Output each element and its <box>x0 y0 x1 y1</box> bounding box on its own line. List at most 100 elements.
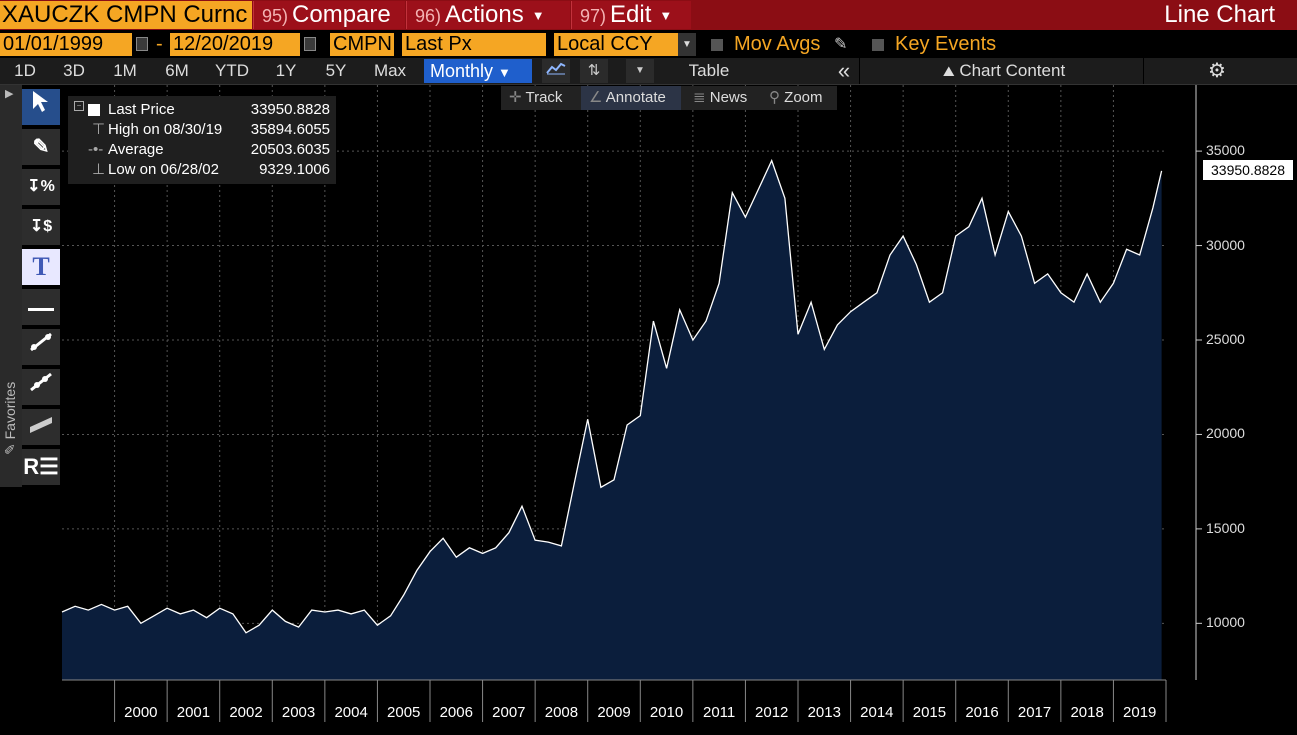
candlestick-icon[interactable]: ⇅ <box>580 59 608 83</box>
favorites-label: ✎ Favorites <box>2 381 18 455</box>
chevron-down-icon[interactable]: ▼ <box>626 59 654 83</box>
x-tick-label: 2010 <box>649 704 684 721</box>
compare-menu-label: Compare <box>292 1 391 28</box>
period-6m[interactable]: 6M <box>165 61 189 80</box>
price-chart[interactable] <box>0 85 1297 735</box>
x-tick-label: 2009 <box>597 704 631 721</box>
legend-average: -•- Average 20503.6035 <box>68 140 336 160</box>
legend-high: ⊤ High on 08/30/19 35894.6055 <box>68 120 336 140</box>
chevron-down-icon: ▼ <box>498 65 511 80</box>
legend-last-price: Last Price 33950.8828 <box>68 100 336 120</box>
horizontal-line-icon[interactable] <box>22 289 60 325</box>
zoom-icon: ⚲ <box>769 89 780 106</box>
x-tick-label: 2016 <box>965 704 999 721</box>
legend-last-value: 33950.8828 <box>250 101 330 118</box>
trend-line-icon[interactable] <box>22 329 60 365</box>
select-arrow-icon[interactable] <box>22 89 60 125</box>
period-max[interactable]: Max <box>373 61 407 80</box>
window-title: Line Chart <box>1164 1 1275 28</box>
price-series-line[interactable] <box>61 158 1163 634</box>
x-tick-label: 2015 <box>912 704 947 721</box>
legend-high-label: High on 08/30/19 <box>108 121 223 138</box>
actions-menu-number: 96) <box>415 6 442 26</box>
frequency-label: Monthly <box>430 61 494 81</box>
start-date-field[interactable]: 01/01/1999 <box>0 33 132 56</box>
price-measure-icon[interactable]: ↧$ <box>22 209 60 245</box>
period-ytd[interactable]: YTD <box>215 61 249 80</box>
chart-content-label: Chart Content <box>959 61 1066 80</box>
regression-icon[interactable]: R☰ <box>22 449 60 485</box>
mov-avgs-checkbox[interactable] <box>711 39 723 51</box>
x-tick-label: 2001 <box>176 704 211 721</box>
news-icon: ≣ <box>693 89 706 106</box>
x-tick-label: 2008 <box>544 704 579 721</box>
legend-last-label: Last Price <box>108 101 175 118</box>
date-range-dash: - <box>156 33 163 55</box>
period-3d[interactable]: 3D <box>63 61 85 80</box>
news-button[interactable]: ≣ News <box>693 86 747 110</box>
key-events-checkbox[interactable] <box>872 39 884 51</box>
x-tick-label: 2006 <box>439 704 473 721</box>
compare-menu[interactable]: 95) Compare <box>253 1 405 29</box>
annotate-label: Annotate <box>605 89 666 106</box>
y-tick-label: 15000 <box>1206 519 1245 536</box>
y-tick-label: 35000 <box>1206 142 1245 159</box>
collapse-legend-icon[interactable]: − <box>74 101 84 111</box>
y-tick-label: 30000 <box>1206 236 1245 253</box>
x-tick-label: 2007 <box>492 704 526 721</box>
period-1y[interactable]: 1Y <box>275 61 297 80</box>
chevron-down-icon: ▼ <box>531 7 545 23</box>
expand-arrow-icon[interactable]: ▶ <box>5 88 14 100</box>
x-tick-label: 2002 <box>229 704 263 721</box>
legend-low: ⊥ Low on 06/28/02 9329.1006 <box>68 160 336 180</box>
zoom-label: Zoom <box>784 89 823 106</box>
y-tick-label: 25000 <box>1206 331 1245 347</box>
calendar-icon[interactable] <box>304 37 316 51</box>
drawing-tools: ✎ ↧% ↧$ T R☰ <box>22 89 60 489</box>
edit-menu-number: 97) <box>580 6 607 26</box>
chart-content-button[interactable]: ⛰ Chart Content <box>924 58 1084 84</box>
x-tick-label: 2000 <box>124 704 158 721</box>
line-chart-icon[interactable] <box>542 59 570 83</box>
period-1d[interactable]: 1D <box>14 61 36 80</box>
favorites-sidebar[interactable]: ▶ ✎ Favorites <box>0 85 22 487</box>
x-tick-label: 2018 <box>1070 704 1104 721</box>
currency-dropdown-icon[interactable]: ▼ <box>678 33 696 56</box>
options-bar: 01/01/1999 - 12/20/2019 CMPN Last Px Loc… <box>0 31 1297 58</box>
key-events-label: Key Events <box>895 33 997 55</box>
ticker-field[interactable]: XAUCZK CMPN Curnc <box>0 1 252 29</box>
crosshair-icon: ✛ <box>509 89 522 106</box>
x-tick-label: 2012 <box>755 704 789 721</box>
annotate-button[interactable]: ∠ Annotate <box>581 86 681 110</box>
end-date-field[interactable]: 12/20/2019 <box>170 33 300 56</box>
calendar-icon[interactable] <box>136 37 148 51</box>
table-button[interactable]: Table <box>688 61 730 80</box>
chart-toolbar: ✛ Track ∠ Annotate ≣ News ⚲ Zoom <box>501 86 837 110</box>
chart-legend: − Last Price 33950.8828 ⊤ High on 08/30/… <box>68 96 336 184</box>
period-5y[interactable]: 5Y <box>325 61 347 80</box>
currency-selector[interactable]: Local CCY <box>554 33 678 56</box>
x-tick-label: 2019 <box>1123 704 1157 721</box>
gear-icon[interactable]: ⚙ <box>1208 60 1226 82</box>
field-selector[interactable]: Last Px <box>402 33 546 56</box>
actions-menu[interactable]: 96) Actions ▼ <box>406 1 570 29</box>
frequency-selector[interactable]: Monthly ▼ <box>424 59 532 83</box>
legend-low-label: Low on 06/28/02 <box>108 161 219 178</box>
edit-menu-label: Edit <box>610 1 652 28</box>
collapse-icon[interactable]: « <box>837 58 851 83</box>
ray-line-icon[interactable] <box>22 369 60 405</box>
x-tick-label: 2013 <box>807 704 841 721</box>
edit-menu[interactable]: 97) Edit ▼ <box>571 1 691 29</box>
track-button[interactable]: ✛ Track <box>509 86 562 110</box>
pencil-icon[interactable]: ✎ <box>834 36 848 53</box>
x-tick-label: 2003 <box>281 704 316 721</box>
channel-icon[interactable] <box>22 409 60 445</box>
source-field[interactable]: CMPN <box>330 33 394 56</box>
percent-measure-icon[interactable]: ↧% <box>22 169 60 205</box>
annotate-icon: ∠ <box>589 89 603 106</box>
pen-tool-icon[interactable]: ✎ <box>22 129 60 165</box>
x-tick-label: 2005 <box>387 704 421 721</box>
zoom-button[interactable]: ⚲ Zoom <box>769 86 823 110</box>
period-1m[interactable]: 1M <box>113 61 137 80</box>
text-tool-icon[interactable]: T <box>22 249 60 285</box>
